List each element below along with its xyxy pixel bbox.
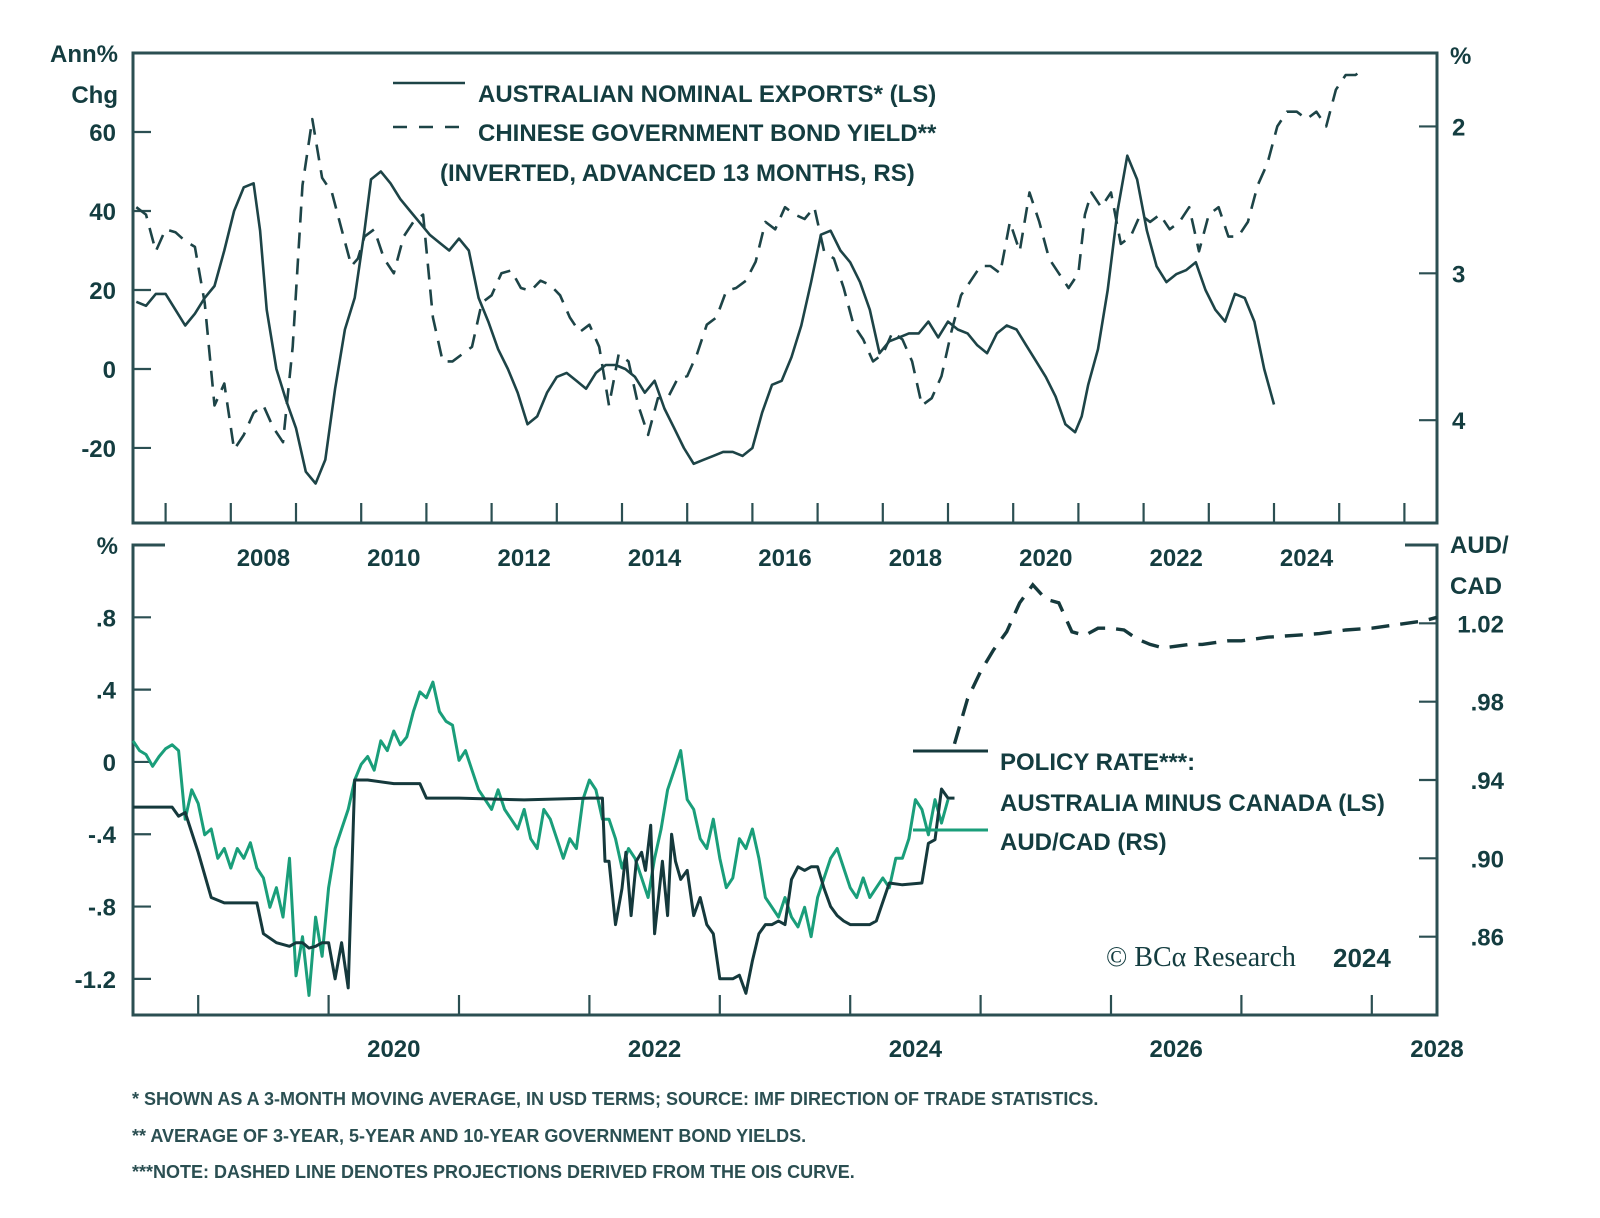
top-left-tick-label: 60 [89, 120, 116, 147]
bottom-left-tick-label: 0 [103, 750, 116, 777]
bottom-left-tick-label: -.4 [88, 822, 117, 849]
bottom-x-tick-label: 2028 [1410, 1036, 1463, 1063]
top-left-axis-unit-line1: Ann% [50, 41, 118, 68]
legend-label-bond-yield-note: (INVERTED, ADVANCED 13 MONTHS, RS) [440, 160, 915, 187]
series-policy-rate [133, 778, 955, 995]
top-x-axis: 2008 2010 2012 2014 2016 2018 2020 2022 2024 [164, 503, 1406, 572]
bottom-left-axis: .8 .4 0 -.4 -.8 -1.2 [75, 605, 151, 994]
bottom-legend: POLICY RATE***: AUSTRALIA MINUS CANADA (… [913, 749, 1385, 856]
footnotes: * SHOWN AS A 3-MONTH MOVING AVERAGE, IN … [132, 1089, 1098, 1182]
series-australian-exports [135, 154, 1276, 485]
bottom-x-axis: 2020 2022 2024 2026 2028 [197, 995, 1464, 1063]
copyright-brand: © BCα Research [1106, 942, 1296, 973]
top-left-axis-unit-line2: Chg [71, 82, 118, 109]
bottom-left-tick-label: -1.2 [75, 967, 116, 994]
bottom-right-axis-unit-line1: AUD/ [1450, 532, 1509, 559]
top-x-tick-label: 2008 [237, 545, 290, 572]
bottom-right-tick-label: .86 [1471, 925, 1504, 952]
bottom-x-tick-label: 2022 [628, 1036, 681, 1063]
bottom-plot-frame [131, 543, 1439, 1017]
footnote-2: ** AVERAGE OF 3-YEAR, 5-YEAR AND 10-YEAR… [132, 1126, 806, 1146]
top-left-tick-label: 0 [103, 357, 116, 384]
top-plot-frame [131, 51, 1439, 525]
legend-label-policy-rate-detail: AUSTRALIA MINUS CANADA (LS) [1000, 790, 1385, 817]
bottom-right-tick-label: .90 [1471, 846, 1504, 873]
top-x-tick-label: 2022 [1150, 545, 1203, 572]
top-left-axis: 60 40 20 0 -20 [81, 120, 151, 463]
top-left-tick-label: 40 [89, 199, 116, 226]
series-audcad [131, 680, 950, 997]
top-right-tick-label: 2 [1452, 114, 1465, 141]
bottom-x-tick-label: 2024 [889, 1036, 943, 1063]
top-x-tick-label: 2014 [628, 545, 682, 572]
bottom-right-tick-label: .98 [1471, 690, 1504, 717]
top-right-tick-label: 3 [1452, 261, 1465, 288]
legend-label-exports: AUSTRALIAN NOMINAL EXPORTS* (LS) [478, 81, 936, 108]
top-right-axis-unit: % [1450, 43, 1471, 70]
bottom-right-axis: 1.02 .98 .94 .90 .86 [1419, 611, 1505, 952]
top-right-axis: 2 3 4 [1419, 114, 1466, 435]
top-series-group [135, 66, 1367, 485]
top-left-tick-label: 20 [89, 278, 116, 305]
bottom-x-tick-label: 2020 [367, 1036, 420, 1063]
bottom-left-tick-label: .4 [96, 678, 117, 705]
legend-label-audcad: AUD/CAD (RS) [1000, 829, 1167, 856]
top-x-tick-label: 2020 [1019, 545, 1072, 572]
top-x-tick-label: 2016 [758, 545, 811, 572]
bottom-left-axis-unit: % [97, 533, 118, 560]
bottom-right-tick-label: 1.02 [1457, 611, 1504, 638]
top-x-tick-label: 2012 [498, 545, 551, 572]
footnote-1: * SHOWN AS A 3-MONTH MOVING AVERAGE, IN … [132, 1089, 1098, 1109]
top-x-tick-label: 2010 [367, 545, 420, 572]
bottom-left-tick-label: -.8 [88, 895, 116, 922]
bottom-x-tick-label: 2026 [1150, 1036, 1203, 1063]
top-right-tick-label: 4 [1452, 408, 1466, 435]
bottom-left-tick-label: .8 [96, 605, 116, 632]
footnote-3: ***NOTE: DASHED LINE DENOTES PROJECTIONS… [132, 1162, 855, 1182]
copyright-year: 2024 [1333, 943, 1391, 973]
top-x-tick-label: 2024 [1280, 545, 1334, 572]
legend-label-policy-rate: POLICY RATE***: [1000, 749, 1195, 776]
bottom-right-axis-unit-line2: CAD [1450, 573, 1502, 600]
series-policy-rate-projection [952, 582, 1438, 745]
copyright: © BCα Research 2024 [1106, 942, 1391, 973]
bottom-right-tick-label: .94 [1471, 768, 1505, 795]
bottom-panel: .8.40-.4-.8-1.2 1.02.98.94.90.86 2020 202… [75, 532, 1509, 1063]
bottom-series-group [131, 582, 1438, 997]
top-legend: AUSTRALIAN NOMINAL EXPORTS* (LS) CHINESE… [393, 81, 937, 187]
legend-label-bond-yield: CHINESE GOVERNMENT BOND YIELD** [478, 120, 937, 147]
series-chinese-bond-yield [135, 66, 1367, 451]
top-x-tick-label: 2018 [889, 545, 942, 572]
top-left-tick-label: -20 [81, 436, 116, 463]
